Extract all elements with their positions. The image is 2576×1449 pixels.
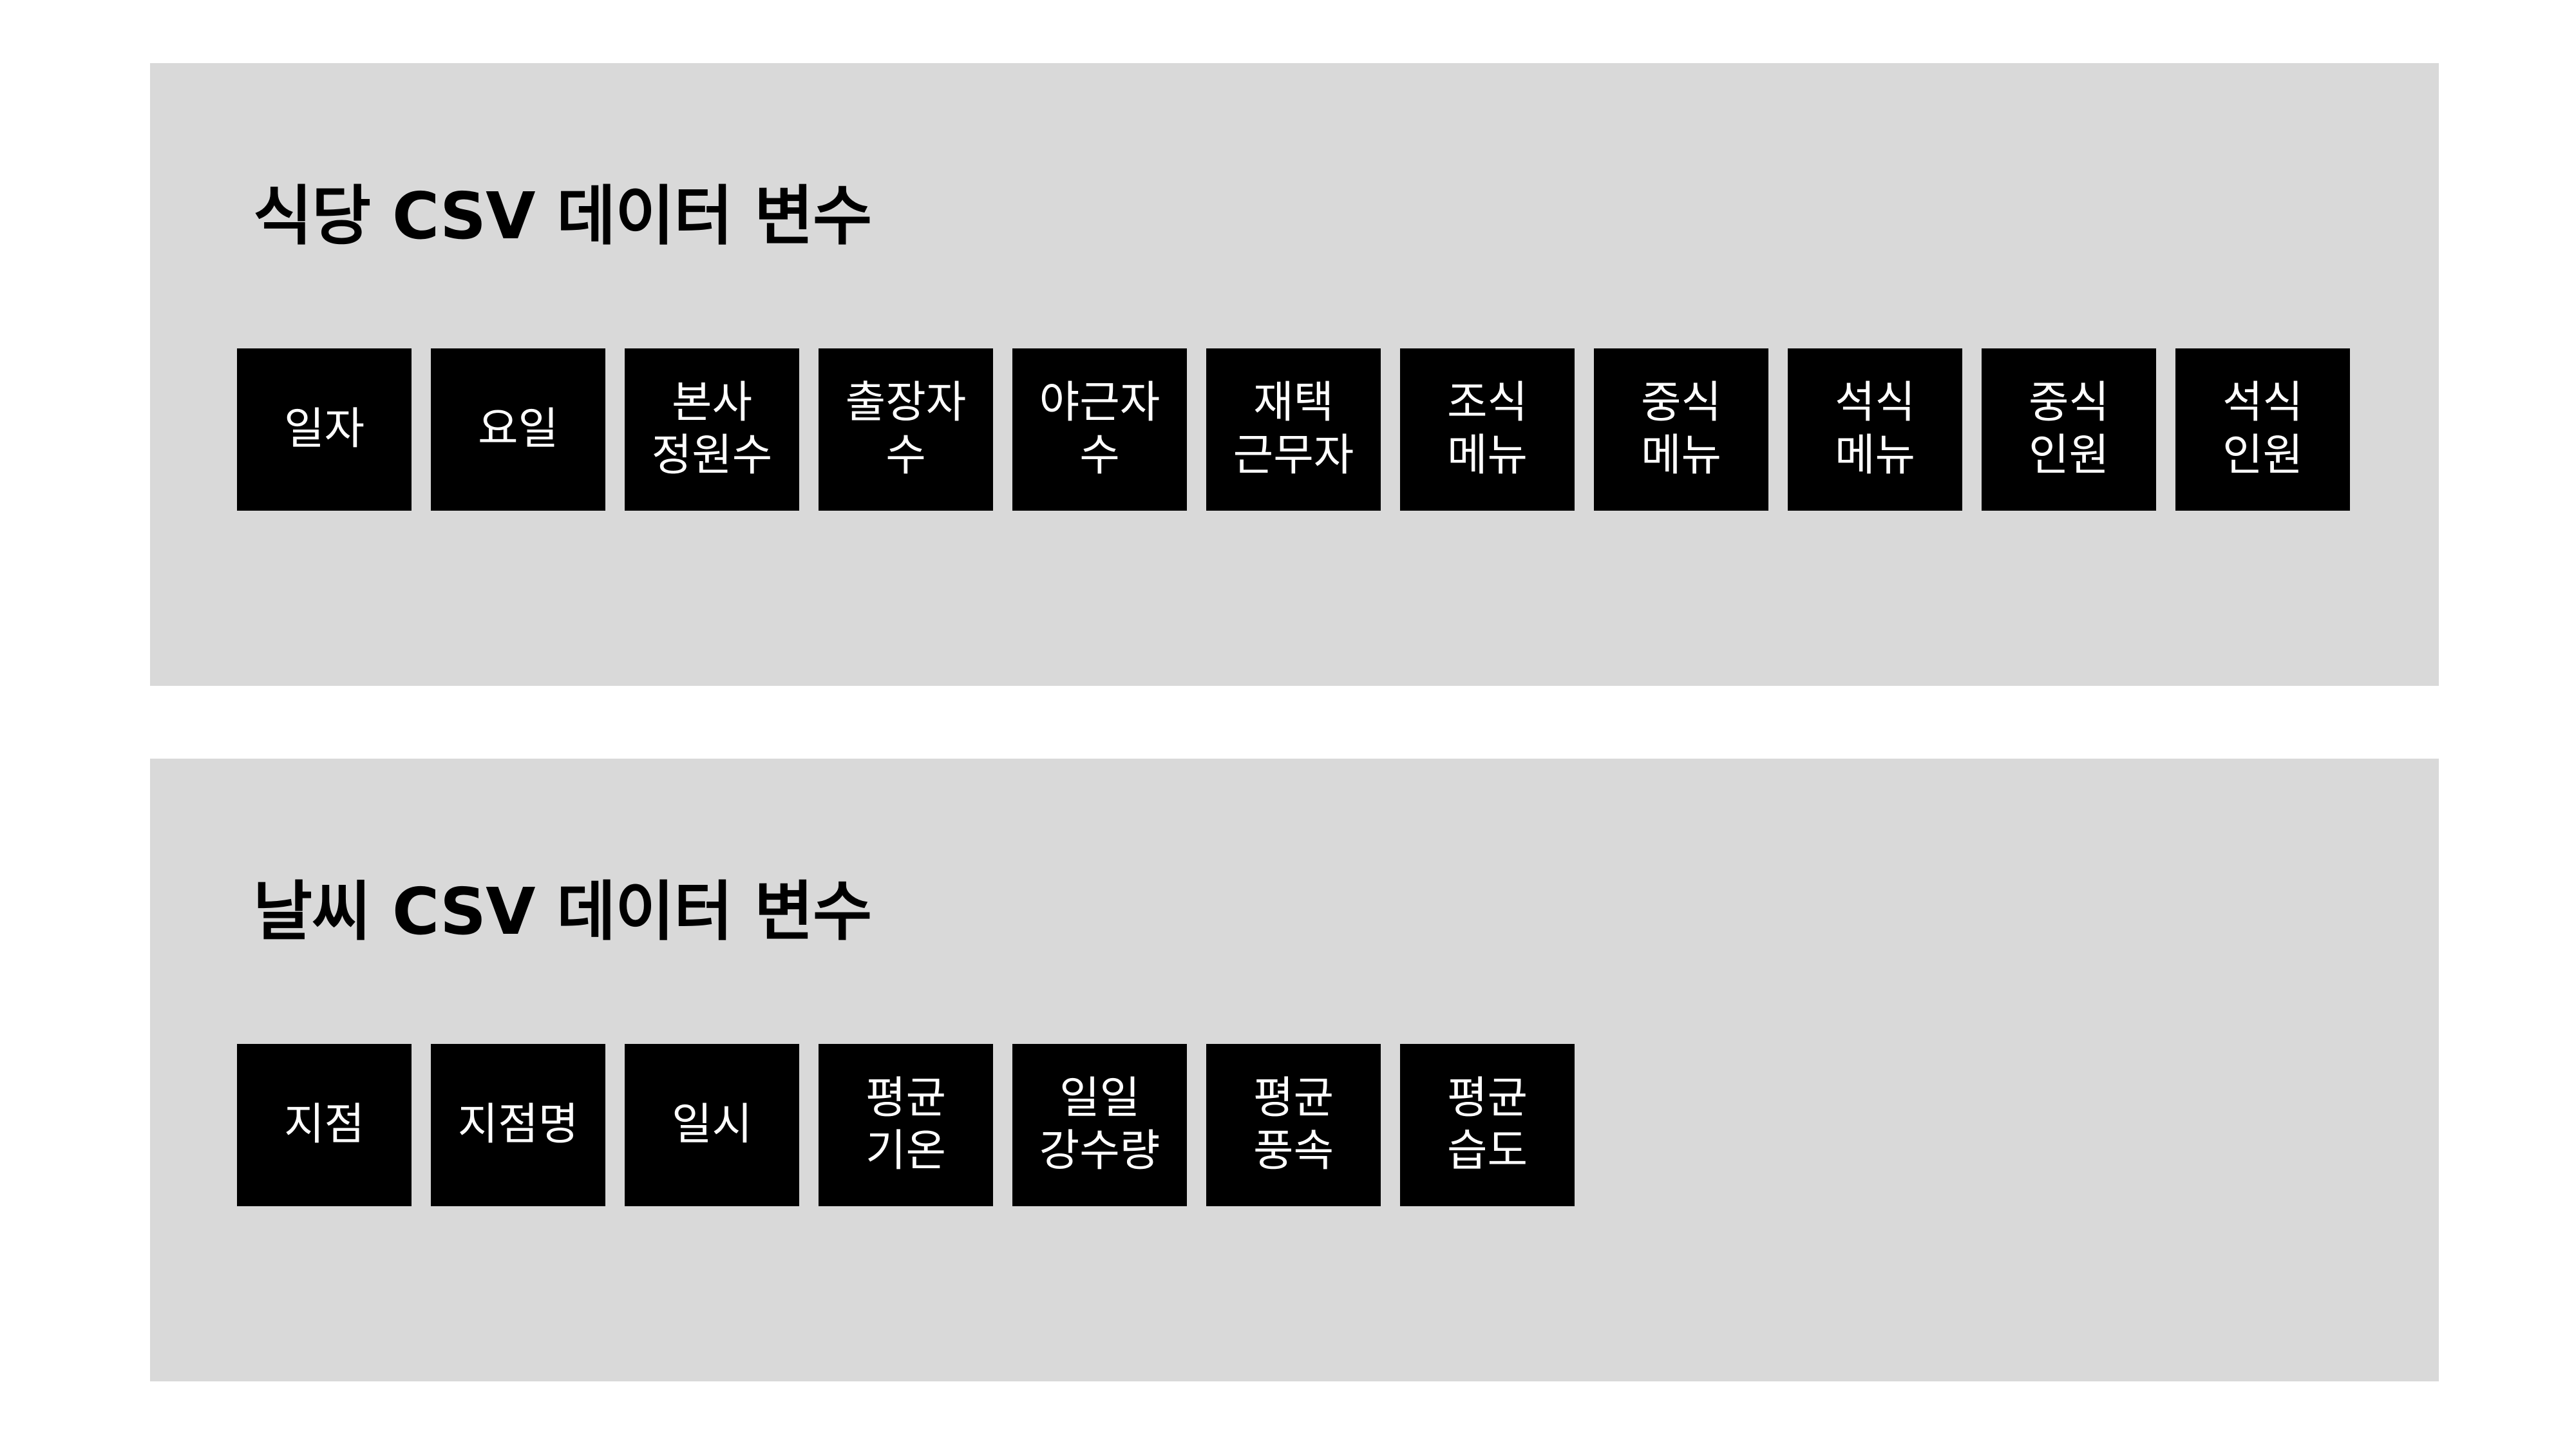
variable-label: 석식 인원 — [2222, 377, 2303, 482]
variable-tile-station: 지점 — [237, 1044, 412, 1206]
variable-tile-avg-temperature: 평균 기온 — [819, 1044, 993, 1206]
variable-tile-hq-headcount: 본사 정원수 — [625, 348, 799, 511]
cafeteria-variable-list: 일자 요일 본사 정원수 출장자 수 야근자 수 재택 근무자 조식 메뉴 중식… — [237, 348, 2350, 511]
variable-label: 야근자 수 — [1039, 377, 1160, 482]
variable-label: 본사 정원수 — [652, 377, 773, 482]
weather-variables-panel: 날씨 CSV 데이터 변수 지점 지점명 일시 평균 기온 일일 강수량 평균 … — [150, 759, 2439, 1381]
variable-tile-weekday: 요일 — [431, 348, 605, 511]
variable-label: 일일 강수량 — [1039, 1072, 1160, 1177]
variable-tile-lunch-count: 중식 인원 — [1982, 348, 2156, 511]
variable-label: 평균 기온 — [866, 1072, 946, 1177]
variable-label: 출장자 수 — [846, 377, 967, 482]
variable-tile-business-trip-count: 출장자 수 — [819, 348, 993, 511]
weather-panel-title: 날씨 CSV 데이터 변수 — [253, 880, 871, 944]
variable-label: 중식 메뉴 — [1641, 377, 1721, 482]
variable-label: 요일 — [478, 403, 558, 456]
variable-tile-station-name: 지점명 — [431, 1044, 605, 1206]
variable-tile-breakfast-menu: 조식 메뉴 — [1400, 348, 1575, 511]
variable-tile-daily-precipitation: 일일 강수량 — [1012, 1044, 1187, 1206]
variable-tile-overtime-count: 야근자 수 — [1012, 348, 1187, 511]
variable-label: 지점 — [284, 1099, 365, 1151]
variable-label: 평균 풍속 — [1253, 1072, 1334, 1177]
variable-label: 중식 인원 — [2029, 377, 2109, 482]
variable-tile-avg-wind-speed: 평균 풍속 — [1206, 1044, 1381, 1206]
variable-tile-remote-workers: 재택 근무자 — [1206, 348, 1381, 511]
variable-tile-dinner-count: 석식 인원 — [2175, 348, 2350, 511]
variable-label: 일자 — [284, 403, 365, 456]
variable-label: 일시 — [672, 1099, 752, 1151]
variable-label: 평균 습도 — [1447, 1072, 1528, 1177]
variable-label: 재택 근무자 — [1233, 377, 1354, 482]
weather-variable-list: 지점 지점명 일시 평균 기온 일일 강수량 평균 풍속 평균 습도 — [237, 1044, 1575, 1206]
variable-tile-date: 일자 — [237, 348, 412, 511]
cafeteria-panel-title: 식당 CSV 데이터 변수 — [253, 184, 871, 249]
cafeteria-variables-panel: 식당 CSV 데이터 변수 일자 요일 본사 정원수 출장자 수 야근자 수 재… — [150, 63, 2439, 686]
variable-tile-avg-humidity: 평균 습도 — [1400, 1044, 1575, 1206]
variable-label: 석식 메뉴 — [1835, 377, 1915, 482]
variable-label: 지점명 — [458, 1099, 579, 1151]
variable-tile-lunch-menu: 중식 메뉴 — [1594, 348, 1768, 511]
variable-tile-datetime: 일시 — [625, 1044, 799, 1206]
variable-label: 조식 메뉴 — [1447, 377, 1528, 482]
variable-tile-dinner-menu: 석식 메뉴 — [1788, 348, 1962, 511]
